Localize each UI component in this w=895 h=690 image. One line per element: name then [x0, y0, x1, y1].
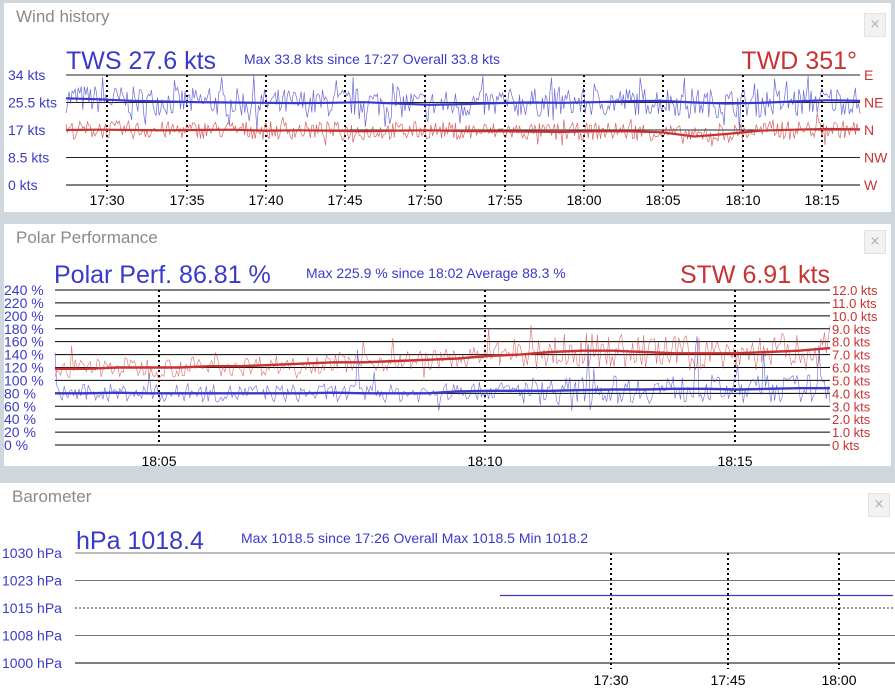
tws-stats: Max 33.8 kts since 17:27 Overall 33.8 kt…	[244, 51, 500, 67]
y-tick-label: 220 %	[4, 295, 44, 311]
y-tick-label: 8.5 kts	[8, 150, 49, 166]
panel-title: Wind history	[16, 7, 110, 26]
x-tick-label: 17:55	[487, 192, 522, 208]
barometer-chart: hPa 1018.4 Max 1018.5 since 17:26 Overal…	[2, 527, 895, 688]
y2-tick-label: 8.0 kts	[832, 335, 871, 350]
polar-perf-avg-line	[55, 387, 830, 395]
x-tick-label: 17:50	[407, 192, 442, 208]
polar-perf-stats: Max 225.9 % since 18:02 Average 88.3 %	[306, 265, 566, 281]
x-tick-label: 18:10	[725, 192, 760, 208]
x-tick-label: 18:00	[821, 672, 856, 688]
y2-tick-label: 6.0 kts	[832, 361, 871, 376]
hpa-value: hPa 1018.4	[76, 527, 204, 555]
y2-tick-label: 0 kts	[832, 438, 860, 453]
stw-noise-line	[54, 325, 831, 379]
y2-tick-label: 7.0 kts	[832, 348, 871, 363]
stw-value: STW 6.91 kts	[680, 261, 830, 289]
y2-tick-label: 12.0 kts	[832, 283, 878, 298]
close-icon[interactable]: ×	[868, 493, 890, 517]
y-tick-label: 1015 hPa	[2, 600, 62, 616]
y-tick-label: 60 %	[4, 398, 36, 414]
x-tick-label: 17:45	[710, 672, 745, 688]
y-tick-label: 25.5 kts	[8, 95, 57, 111]
y-tick-label: 200 %	[4, 308, 44, 324]
y-tick-label: 1000 hPa	[2, 655, 62, 671]
y-tick-label: 17 kts	[8, 122, 45, 138]
y-tick-label: 140 %	[4, 347, 44, 363]
panel-title: Polar Performance	[16, 228, 158, 247]
x-tick-label: 17:30	[89, 192, 124, 208]
tws-noise-line	[65, 75, 861, 131]
x-tick-label: 17:40	[248, 192, 283, 208]
y2-tick-label: E	[864, 67, 873, 83]
polar-perf-noise-line	[54, 336, 831, 411]
tws-value: TWS 27.6 kts	[66, 47, 216, 75]
y-tick-label: 240 %	[4, 282, 44, 298]
twd-avg-line	[65, 127, 861, 138]
y-tick-label: 0 kts	[8, 177, 38, 193]
x-tick-label: 18:05	[141, 453, 176, 466]
polar-performance-panel: Polar Performance × Polar Perf. 86.81 % …	[4, 224, 891, 466]
y2-tick-label: 2.0 kts	[832, 412, 871, 427]
x-tick-label: 17:30	[593, 672, 628, 688]
y-tick-label: 180 %	[4, 321, 44, 337]
y2-tick-label: 5.0 kts	[832, 373, 871, 388]
y-tick-label: 160 %	[4, 334, 44, 350]
y-tick-label: 80 %	[4, 385, 36, 401]
y-tick-label: 1023 hPa	[2, 573, 62, 589]
x-tick-label: 18:15	[717, 453, 752, 466]
y-tick-label: 1030 hPa	[2, 545, 62, 561]
stw-avg-line	[55, 346, 831, 370]
y-tick-label: 1008 hPa	[2, 628, 62, 644]
x-tick-label: 17:45	[327, 192, 362, 208]
y2-tick-label: 4.0 kts	[832, 386, 871, 401]
x-tick-label: 17:35	[169, 192, 204, 208]
y-tick-label: 34 kts	[8, 67, 45, 83]
polar-perf-value: Polar Perf. 86.81 %	[54, 261, 271, 289]
close-icon[interactable]: ×	[864, 13, 886, 37]
wind-chart: TWS 27.6 kts Max 33.8 kts since 17:27 Ov…	[8, 47, 888, 208]
tws-avg-line	[65, 97, 861, 106]
polar-chart: Polar Perf. 86.81 % Max 225.9 % since 18…	[4, 261, 878, 466]
y2-tick-label: 10.0 kts	[832, 309, 878, 324]
panel-title: Barometer	[12, 487, 92, 506]
y2-tick-label: NW	[864, 150, 888, 166]
x-tick-label: 18:05	[645, 192, 680, 208]
y2-tick-label: N	[864, 122, 874, 138]
x-tick-label: 18:15	[804, 192, 839, 208]
y2-tick-label: 3.0 kts	[832, 399, 871, 414]
x-tick-label: 18:00	[566, 192, 601, 208]
hpa-stats: Max 1018.5 since 17:26 Overall Max 1018.…	[241, 530, 588, 546]
y2-tick-label: 1.0 kts	[832, 425, 871, 440]
close-icon[interactable]: ×	[864, 230, 886, 254]
y2-tick-label: NE	[864, 95, 883, 111]
wind-history-panel: Wind history × TWS 27.6 kts Max 33.8 kts…	[4, 3, 891, 212]
y-tick-label: 100 %	[4, 372, 44, 388]
y-tick-label: 20 %	[4, 424, 36, 440]
y2-tick-label: W	[864, 177, 878, 193]
twd-noise-line	[65, 113, 861, 147]
twd-value: TWD 351°	[741, 47, 857, 75]
y-tick-label: 0 %	[4, 437, 28, 453]
y2-tick-label: 11.0 kts	[832, 296, 877, 311]
y-tick-label: 40 %	[4, 411, 36, 427]
y-tick-label: 120 %	[4, 360, 44, 376]
y2-tick-label: 9.0 kts	[832, 322, 871, 337]
x-tick-label: 18:10	[467, 453, 502, 466]
barometer-panel: Barometer × hPa 1018.4 Max 1018.5 since …	[0, 483, 895, 690]
